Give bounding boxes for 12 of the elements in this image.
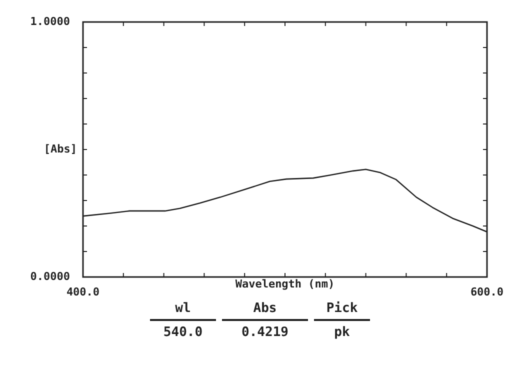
x-tick-label: 400.0 (66, 285, 100, 298)
text: 540.0 (162, 324, 204, 342)
y-tick-label: 1.0000 (30, 14, 70, 28)
y-axis-title: [Abs] (44, 142, 77, 156)
y-tick-label: 0.0000 (30, 270, 70, 283)
x-axis-title: Wavelength (nm) (235, 277, 335, 290)
text: Pick (314, 300, 370, 321)
text: Abs (222, 300, 308, 321)
text: pk (333, 324, 351, 342)
text: 0.4219 (240, 324, 290, 342)
text: wl (150, 300, 216, 321)
x-tick-label: 600.0 (470, 285, 504, 298)
